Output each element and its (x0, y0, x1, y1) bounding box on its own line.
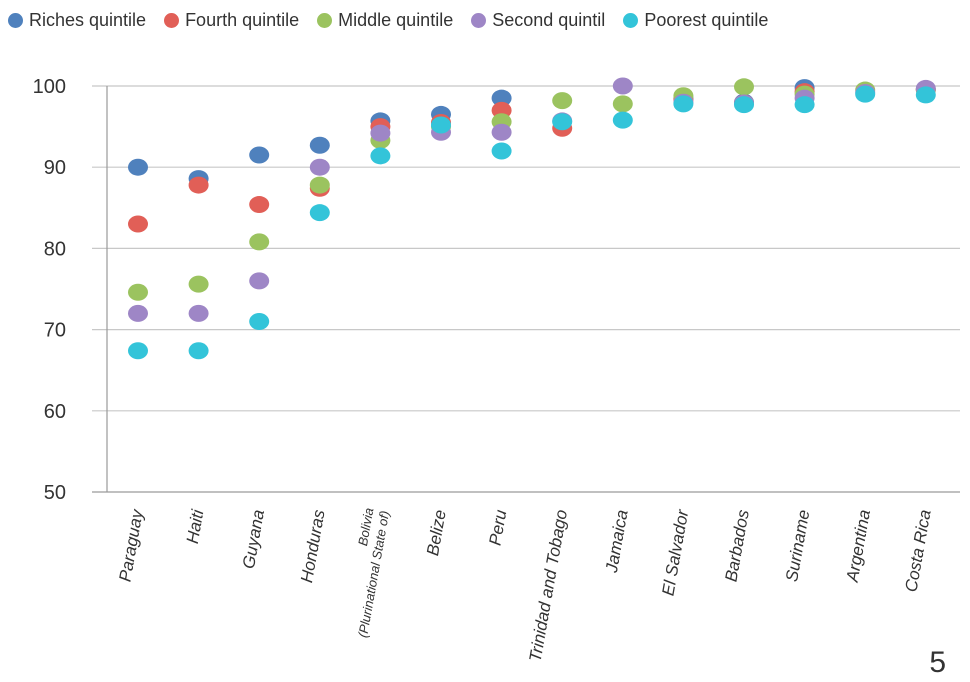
x-tick-label-line: Belize (423, 508, 450, 557)
x-tick-label-line: Argentina (843, 508, 875, 584)
x-tick-label: Costa Rica (902, 508, 935, 593)
x-tick-label-line: Haiti (183, 507, 208, 545)
data-point (128, 283, 148, 301)
data-point (794, 96, 815, 114)
x-tick-label: Paraguay (116, 507, 148, 583)
legend-marker (317, 12, 333, 28)
data-point (128, 215, 148, 233)
legend-marker (164, 12, 180, 28)
data-point (612, 111, 633, 129)
x-tick-label-line: Peru (486, 508, 511, 547)
x-tick-label: Honduras (297, 508, 329, 584)
data-point (249, 233, 270, 251)
y-tick-label: 90 (44, 157, 66, 179)
data-point (309, 136, 330, 154)
data-point (128, 158, 148, 176)
y-tick-label: 60 (44, 401, 66, 423)
x-tick-label-line: Costa Rica (902, 508, 935, 593)
x-tick-label: Jamaica (602, 508, 632, 575)
data-point (249, 196, 270, 214)
chart-legend: Riches quintile Fourth quintile Middle q… (8, 8, 768, 32)
y-tick-label: 70 (44, 320, 66, 342)
legend-marker (8, 12, 23, 28)
legend-item-second: Second quintil (471, 10, 605, 31)
data-point (491, 123, 512, 141)
data-point (188, 275, 209, 293)
x-tick-label: Suriname (782, 508, 813, 583)
x-tick-label: Barbados (722, 508, 753, 583)
data-point (309, 204, 330, 222)
legend-marker (471, 12, 487, 28)
x-tick-label: Haiti (183, 507, 208, 545)
x-tick-label-line: Guyana (239, 508, 268, 570)
data-point (612, 77, 633, 95)
data-point (128, 304, 148, 322)
data-point (309, 176, 330, 194)
data-point (491, 89, 512, 107)
x-tick-label-line: Barbados (722, 508, 753, 583)
data-point (673, 95, 694, 113)
legend-item-poorest: Poorest quintile (623, 10, 768, 31)
data-point (249, 272, 270, 290)
legend-label: Riches quintile (29, 9, 147, 30)
x-tick-label-line: Jamaica (602, 508, 632, 575)
legend-item-fourth: Fourth quintile (164, 10, 299, 31)
x-tick-label-line: El Salvador (658, 507, 692, 597)
x-tick-label-line: Suriname (782, 508, 813, 583)
data-point (128, 342, 148, 360)
page-number: 5 (929, 646, 946, 679)
legend-label: Fourth quintile (185, 9, 300, 30)
data-point (188, 176, 209, 194)
x-tick-label: Belize (423, 508, 450, 557)
x-tick-label: Peru (486, 508, 511, 547)
data-point (249, 146, 270, 164)
data-point (612, 95, 633, 113)
x-tick-label-line: Trinidad and Tobago (526, 508, 571, 663)
legend-label: Poorest quintile (644, 9, 769, 30)
data-point (734, 78, 754, 96)
data-point (431, 116, 451, 134)
data-point (370, 147, 391, 165)
x-tick-label: El Salvador (658, 507, 692, 597)
data-point (309, 158, 330, 176)
y-tick-label: 50 (44, 482, 66, 504)
legend-item-middle: Middle quintile (317, 10, 453, 31)
x-tick-label-line: Paraguay (116, 507, 148, 583)
x-tick-label: Argentina (843, 508, 875, 584)
data-point (491, 142, 512, 160)
data-point (188, 342, 209, 360)
data-point (552, 92, 573, 110)
x-tick-label-line: Honduras (297, 508, 329, 584)
data-point (734, 96, 754, 114)
data-point (249, 312, 270, 330)
legend-item-riches: Riches quintile (8, 10, 146, 31)
x-tick-label-line: Bolivia (355, 507, 376, 547)
data-point (370, 124, 391, 142)
data-point (552, 113, 573, 131)
data-point (855, 85, 876, 103)
data-point (915, 86, 936, 104)
x-tick-label: Trinidad and Tobago (526, 508, 571, 663)
data-point (188, 304, 209, 322)
x-tick-label: Guyana (239, 508, 268, 570)
y-tick-label: 80 (44, 238, 66, 260)
y-tick-label: 100 (33, 76, 66, 98)
legend-marker (623, 12, 639, 28)
legend-label: Second quintil (492, 9, 606, 30)
legend-label: Middle quintile (338, 9, 454, 30)
x-tick-label: Bolivia(Plurinational State of) (339, 507, 392, 639)
